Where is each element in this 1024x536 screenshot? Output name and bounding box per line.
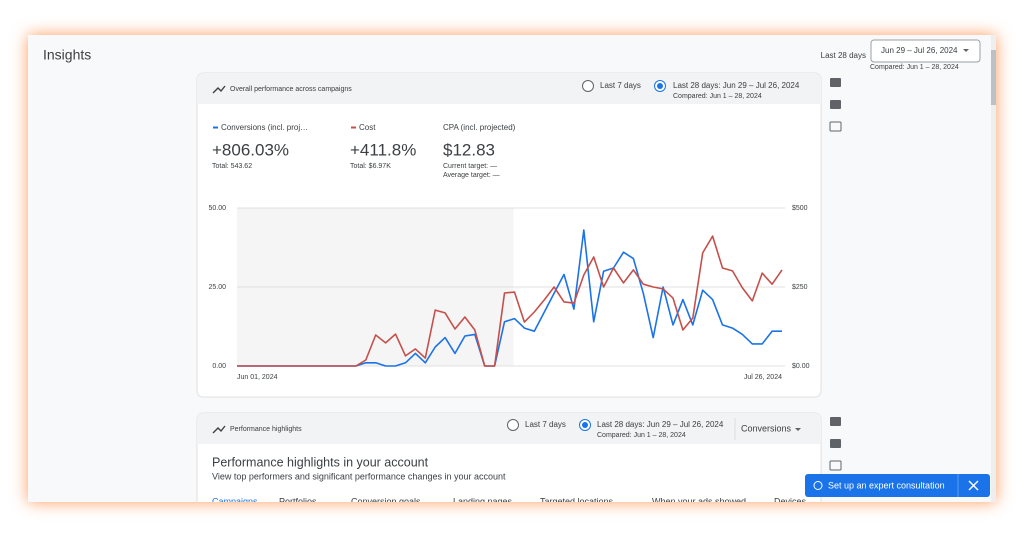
y2-tick-label: $0.00 <box>792 363 810 370</box>
range-text: Jun 29 – Jul 26, 2024 <box>881 46 958 55</box>
metric-name: Cost <box>359 123 376 132</box>
card-header <box>197 73 821 104</box>
option-compared: Compared: Jun 1 – 28, 2024 <box>597 432 686 439</box>
page-title: Insights <box>43 47 91 63</box>
y-tick-label: 25.00 <box>208 284 226 291</box>
radio-dot <box>657 83 663 89</box>
caret <box>795 428 801 431</box>
x-tick-label: Jun 01, 2024 <box>237 374 278 381</box>
range-compared: Compared: Jun 1 – 28, 2024 <box>870 64 959 71</box>
y-tick-label: 50.00 <box>208 205 226 212</box>
tab: Conversion goals <box>351 496 421 506</box>
tab: Landing pages <box>453 496 513 506</box>
section-description: View top performers and significant perf… <box>212 471 506 481</box>
trend-icon <box>212 425 226 434</box>
option: Last 28 days: Jun 29 – Jul 26, 2024 <box>673 81 800 90</box>
metric-name: CPA (incl. projected) <box>443 123 516 132</box>
card-title: Performance highlights <box>230 426 302 433</box>
option-compared: Compared: Jun 1 – 28, 2024 <box>673 93 762 100</box>
metric-note: Average target: — <box>443 172 500 179</box>
caret <box>963 49 969 52</box>
tab: Campaigns <box>212 496 258 506</box>
radio[interactable] <box>507 419 519 431</box>
metric-name: Conversions (incl. proj… <box>221 123 308 132</box>
section-heading: Performance highlights in your account <box>212 455 429 469</box>
headset-icon <box>813 481 823 490</box>
range-label: Last 28 days <box>821 51 866 60</box>
metric-value: +806.03% <box>212 140 289 159</box>
range-button[interactable] <box>870 39 981 63</box>
tab: Portfolios <box>279 496 317 506</box>
thumb-down[interactable] <box>830 439 841 448</box>
scroll-thumb <box>991 50 996 105</box>
y2-tick-label: $250 <box>792 284 808 291</box>
option: Last 28 days: Jun 29 – Jul 26, 2024 <box>597 420 724 429</box>
feedback[interactable] <box>829 460 842 471</box>
metric-note: Total: $6.97K <box>350 163 391 170</box>
thumb-up[interactable] <box>830 78 841 87</box>
x-tick-label: Jul 26, 2024 <box>744 374 782 381</box>
card-title: Overall performance across campaigns <box>230 86 352 93</box>
tab: Devices <box>774 496 807 506</box>
y-tick-label: 0.00 <box>212 363 226 370</box>
y2-tick-label: $500 <box>792 205 808 212</box>
feedback-icons <box>829 78 842 471</box>
option: Last 7 days <box>600 81 641 90</box>
metric-value: $12.83 <box>443 140 495 159</box>
tab: Targeted locations <box>540 496 614 506</box>
thumb-up[interactable] <box>830 417 841 426</box>
consult-text: Set up an expert consultation <box>828 480 945 490</box>
metric-note: Total: 543.62 <box>212 163 252 170</box>
close-icon[interactable] <box>968 480 979 491</box>
option: Last 7 days <box>525 420 566 429</box>
legend-swatch <box>351 126 356 129</box>
thumb-down[interactable] <box>830 100 841 109</box>
tab: When your ads showed <box>652 496 746 506</box>
trend-icon <box>212 85 226 94</box>
radio[interactable] <box>582 80 594 92</box>
series-line <box>237 235 783 367</box>
consult-button[interactable] <box>805 474 990 497</box>
scrollbar <box>991 35 996 502</box>
metric-note: Current target: — <box>443 163 497 170</box>
metric-dropdown[interactable]: Conversions <box>741 423 792 433</box>
legend-swatch <box>213 126 218 129</box>
radio-dot <box>582 422 588 428</box>
feedback[interactable] <box>829 121 842 132</box>
metric-value: +411.8% <box>350 140 416 159</box>
